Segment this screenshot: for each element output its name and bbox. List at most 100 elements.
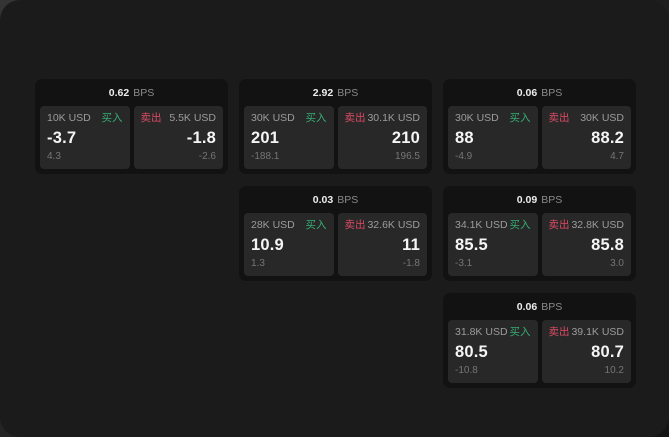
bps-value: 2.92 xyxy=(312,86,334,99)
quote-panels: 28K USD 买入 10.9 1.3 卖出 32.6K USD 11 -1.8 xyxy=(239,211,432,281)
bps-header: 0.62 BPS xyxy=(35,79,228,104)
bps-value: 0.09 xyxy=(516,193,538,206)
sell-delta: 10.2 xyxy=(604,365,624,376)
bps-quote-card: 0.06 BPS 31.8K USD 买入 80.5 -10.8 卖出 39.1… xyxy=(443,293,636,388)
bps-unit-label: BPS xyxy=(541,86,563,99)
buy-price: 80.5 xyxy=(455,343,488,361)
sell-quote-panel[interactable]: 卖出 32.8K USD 85.8 3.0 xyxy=(541,213,631,276)
quote-panels: 30K USD 买入 201 -188.1 卖出 30.1K USD 210 1… xyxy=(239,104,432,174)
sell-quote-panel[interactable]: 卖出 39.1K USD 80.7 10.2 xyxy=(541,320,631,383)
buy-side-label: 买入 xyxy=(509,112,531,124)
bps-unit-label: BPS xyxy=(133,86,155,99)
buy-size-label: 30K USD xyxy=(455,112,499,124)
sell-panel-top: 卖出 32.8K USD xyxy=(549,219,625,232)
sell-price: 85.8 xyxy=(591,236,624,254)
bps-quote-card: 0.62 BPS 10K USD 买入 -3.7 4.3 卖出 5.5K USD… xyxy=(35,79,228,174)
buy-quote-panel[interactable]: 28K USD 买入 10.9 1.3 xyxy=(244,213,334,276)
bps-header: 0.06 BPS xyxy=(443,79,636,104)
bps-quote-card: 0.09 BPS 34.1K USD 买入 85.5 -3.1 卖出 32.8K… xyxy=(443,186,636,281)
bps-value: 0.06 xyxy=(516,300,538,313)
sell-size-label: 5.5K USD xyxy=(169,112,216,124)
buy-quote-panel[interactable]: 34.1K USD 买入 85.5 -3.1 xyxy=(448,213,538,276)
bps-value: 0.03 xyxy=(312,193,334,206)
sell-quote-panel[interactable]: 卖出 5.5K USD -1.8 -2.6 xyxy=(133,106,223,169)
buy-quote-panel[interactable]: 30K USD 买入 201 -188.1 xyxy=(244,106,334,169)
buy-price: 88 xyxy=(455,129,474,147)
buy-quote-panel[interactable]: 10K USD 买入 -3.7 4.3 xyxy=(40,106,130,169)
buy-panel-top: 30K USD 买入 xyxy=(455,112,531,125)
sell-size-label: 39.1K USD xyxy=(571,326,624,338)
sell-side-label: 卖出 xyxy=(344,219,366,231)
sell-side-label: 卖出 xyxy=(548,219,570,231)
buy-side-label: 买入 xyxy=(509,219,531,231)
bps-unit-label: BPS xyxy=(337,193,359,206)
bps-header: 0.03 BPS xyxy=(239,186,432,211)
bps-quote-card: 0.06 BPS 30K USD 买入 88 -4.9 卖出 30K USD 8… xyxy=(443,79,636,174)
sell-side-label: 卖出 xyxy=(344,112,366,124)
sell-delta: 4.7 xyxy=(610,151,624,162)
sell-price: -1.8 xyxy=(186,129,216,147)
quote-panels: 34.1K USD 买入 85.5 -3.1 卖出 32.8K USD 85.8… xyxy=(443,211,636,281)
sell-quote-panel[interactable]: 卖出 32.6K USD 11 -1.8 xyxy=(337,213,427,276)
sell-panel-top: 卖出 32.6K USD xyxy=(345,219,421,232)
bps-quote-card: 2.92 BPS 30K USD 买入 201 -188.1 卖出 30.1K … xyxy=(239,79,432,174)
buy-panel-top: 30K USD 买入 xyxy=(251,112,327,125)
buy-price: -3.7 xyxy=(47,129,77,147)
buy-panel-top: 34.1K USD 买入 xyxy=(455,219,531,232)
bps-unit-label: BPS xyxy=(541,193,563,206)
sell-delta: -1.8 xyxy=(402,258,420,269)
bps-header: 0.06 BPS xyxy=(443,293,636,318)
buy-size-label: 30K USD xyxy=(251,112,295,124)
sell-price: 11 xyxy=(402,236,420,254)
buy-panel-top: 31.8K USD 买入 xyxy=(455,326,531,339)
sell-panel-top: 卖出 30K USD xyxy=(549,112,625,125)
buy-delta: 1.3 xyxy=(251,258,265,269)
buy-size-label: 28K USD xyxy=(251,219,295,231)
sell-panel-top: 卖出 39.1K USD xyxy=(549,326,625,339)
buy-price: 85.5 xyxy=(455,236,488,254)
quote-panels: 31.8K USD 买入 80.5 -10.8 卖出 39.1K USD 80.… xyxy=(443,318,636,388)
buy-delta: -188.1 xyxy=(251,151,280,162)
bps-quote-card: 0.03 BPS 28K USD 买入 10.9 1.3 卖出 32.6K US… xyxy=(239,186,432,281)
buy-panel-top: 10K USD 买入 xyxy=(47,112,123,125)
buy-side-label: 买入 xyxy=(305,112,327,124)
bps-value: 0.06 xyxy=(516,86,538,99)
bps-value: 0.62 xyxy=(108,86,130,99)
bps-unit-label: BPS xyxy=(541,300,563,313)
sell-size-label: 30K USD xyxy=(580,112,624,124)
buy-size-label: 31.8K USD xyxy=(455,326,508,338)
sell-delta: 196.5 xyxy=(394,151,420,162)
sell-delta: -2.6 xyxy=(198,151,216,162)
buy-delta: -3.1 xyxy=(455,258,473,269)
sell-price: 88.2 xyxy=(591,129,624,147)
buy-size-label: 34.1K USD xyxy=(455,219,508,231)
buy-side-label: 买入 xyxy=(509,326,531,338)
buy-side-label: 买入 xyxy=(305,219,327,231)
buy-size-label: 10K USD xyxy=(47,112,91,124)
sell-side-label: 卖出 xyxy=(548,112,570,124)
sell-panel-top: 卖出 5.5K USD xyxy=(141,112,217,125)
quote-panels: 10K USD 买入 -3.7 4.3 卖出 5.5K USD -1.8 -2.… xyxy=(35,104,228,174)
buy-quote-panel[interactable]: 31.8K USD 买入 80.5 -10.8 xyxy=(448,320,538,383)
sell-side-label: 卖出 xyxy=(140,112,162,124)
sell-size-label: 32.6K USD xyxy=(367,219,420,231)
sell-quote-panel[interactable]: 卖出 30.1K USD 210 196.5 xyxy=(337,106,427,169)
sell-price: 80.7 xyxy=(591,343,624,361)
sell-size-label: 30.1K USD xyxy=(367,112,420,124)
buy-price: 10.9 xyxy=(251,236,284,254)
buy-delta: -10.8 xyxy=(455,365,478,376)
buy-delta: 4.3 xyxy=(47,151,61,162)
buy-quote-panel[interactable]: 30K USD 买入 88 -4.9 xyxy=(448,106,538,169)
buy-side-label: 买入 xyxy=(101,112,123,124)
sell-panel-top: 卖出 30.1K USD xyxy=(345,112,421,125)
buy-delta: -4.9 xyxy=(455,151,473,162)
sell-side-label: 卖出 xyxy=(548,326,570,338)
sell-quote-panel[interactable]: 卖出 30K USD 88.2 4.7 xyxy=(541,106,631,169)
buy-panel-top: 28K USD 买入 xyxy=(251,219,327,232)
sell-price: 210 xyxy=(391,129,420,147)
quote-panels: 30K USD 买入 88 -4.9 卖出 30K USD 88.2 4.7 xyxy=(443,104,636,174)
bps-unit-label: BPS xyxy=(337,86,359,99)
bps-header: 2.92 BPS xyxy=(239,79,432,104)
bps-header: 0.09 BPS xyxy=(443,186,636,211)
